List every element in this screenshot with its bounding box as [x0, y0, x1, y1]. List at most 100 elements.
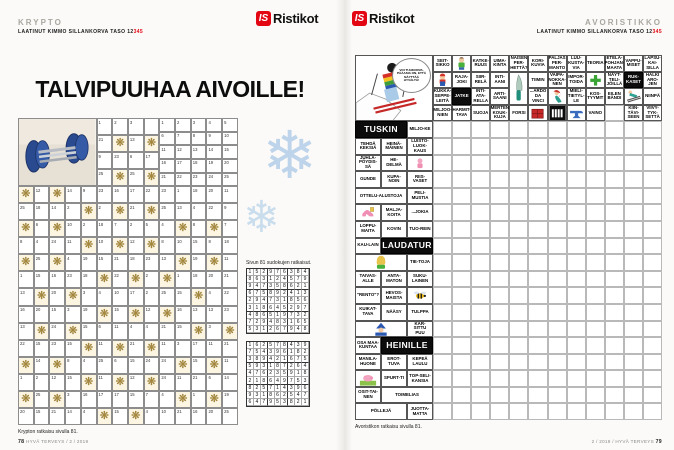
krypto-key-cell: 14 — [206, 145, 223, 159]
left-footer-text: HYVÄ TERVEYS / 2 / 2019 — [24, 439, 89, 444]
crossword-answer-cell — [566, 353, 586, 371]
skier-downhill-icon: VOI TUHKORVA, PÄÄASIA ON, ETTÄ NÄYTTÄÄ H… — [355, 55, 433, 122]
sudoku-cell: 3 — [274, 370, 282, 378]
gold-snowflake-icon: ❋ — [21, 222, 31, 235]
crossword-answer-cell — [490, 337, 510, 354]
gold-snowflake-icon: ❋ — [21, 358, 31, 371]
crossword-clue-cell: TULPPA — [407, 303, 433, 321]
gold-snowflake-icon: ❋ — [131, 273, 141, 286]
krypto-cell-number: 10 — [114, 289, 119, 295]
krypto-ornament-cell: ❋ — [112, 203, 128, 221]
krypto-cell-number: 12 — [177, 146, 182, 152]
crossword-answer-cell — [547, 403, 567, 421]
krypto-key-cell: 5 — [222, 118, 238, 132]
anvil-icon — [566, 104, 586, 122]
krypto-cell-number: 1 — [192, 392, 196, 398]
krypto-cell: 25 — [33, 390, 50, 408]
krypto-cell-number: 21 — [224, 272, 229, 278]
krypto-cell-number: 8 — [192, 133, 196, 139]
krypto-cell-number: 2 — [177, 119, 180, 125]
krypto-key-cell: 11 — [159, 145, 176, 159]
sudoku-cell: 9 — [281, 311, 289, 319]
krypto-cell: 5 — [143, 220, 160, 238]
gold-snowflake-icon: ❋ — [21, 256, 31, 269]
gold-snowflake-icon: ❋ — [146, 239, 157, 252]
sudoku-cell: 2 — [281, 391, 289, 399]
krypto-ornament-cell: ❋ — [80, 373, 97, 391]
crossword-clue-cell: HE-DELMÄ — [381, 154, 407, 172]
sudoku-cell: 2 — [260, 342, 268, 350]
right-byline: LAATINUT KIMMO SILLANKORVA TASO 12345 — [402, 29, 662, 35]
krypto-cell-number: 20 — [20, 409, 25, 415]
krypto-cell: 16 — [49, 271, 66, 289]
crossword-black-cell: LAUDATUR — [381, 237, 433, 255]
sudoku-cell: 9 — [288, 325, 296, 333]
krypto-cell-number: 4 — [129, 324, 133, 330]
sudoku-cell: 2 — [274, 276, 282, 284]
crossword-answer-cell — [547, 254, 567, 271]
krypto-cell-number: 13 — [192, 307, 198, 313]
krypto-cell: 23 — [96, 186, 113, 204]
crossword-answer-cell — [471, 204, 491, 221]
krypto-cell-number: 21 — [114, 255, 119, 261]
krypto-cell: 2 — [127, 220, 144, 238]
dumbbell-photo — [18, 118, 97, 187]
crossword-answer-cell — [643, 337, 663, 354]
krypto-cell: 14 — [222, 373, 238, 391]
krypto-cell: 23 — [49, 339, 66, 357]
krypto-ornament-cell: ❋ — [143, 373, 160, 391]
sudoku-cell: 2 — [274, 356, 282, 364]
krypto-cell: 15 — [175, 288, 191, 306]
crossword-answer-cell — [623, 403, 644, 421]
crossword-clue-cell: KOVIN — [381, 220, 407, 238]
krypto-cell-number: 25 — [224, 409, 229, 415]
krypto-ornament-cell: ❋ — [18, 220, 34, 238]
krypto-cell-number: 2 — [35, 375, 39, 381]
crossword-answer-cell — [604, 303, 624, 321]
krypto-cell-number: 20 — [35, 307, 41, 313]
snowflake-icon: ❄ — [262, 118, 318, 192]
crossword-answer-cell — [643, 303, 663, 321]
krypto-cell-number: 23 — [51, 341, 57, 347]
crossword-solution-note: Avoristikon ratkaisu sivulla 81. — [355, 424, 422, 430]
krypto-key-cell: 19 — [206, 158, 223, 173]
krypto-key-cell: 12 — [175, 145, 191, 159]
sudoku-cell: 2 — [295, 398, 303, 406]
sudoku-cell: 9 — [253, 363, 261, 371]
crossword-answer-cell — [643, 220, 663, 238]
crossword-clue-cell: TEHDÄ KEKSIÄ — [355, 137, 381, 155]
gold-snowflake-icon: ❋ — [115, 239, 125, 252]
krypto-cell-number: 13 — [20, 324, 25, 330]
krypto-cell-number: 4 — [208, 289, 211, 295]
krypto-cell-number: 2 — [145, 272, 148, 278]
crossword-answer-cell — [452, 337, 472, 354]
krypto-cell-number: 15 — [114, 409, 119, 415]
sudoku-cell: 8 — [295, 269, 303, 277]
crossword-answer-cell — [490, 137, 510, 155]
krypto-key-cell: 10 — [222, 131, 238, 146]
gold-snowflake-icon: ❋ — [225, 324, 235, 337]
krypto-ornament-cell: ❋ — [33, 322, 50, 340]
crossword-answer-cell — [509, 204, 529, 221]
krypto-key-cell: 2 — [175, 118, 191, 132]
krypto-ornament-cell: ❋ — [143, 135, 160, 153]
crossword-clue-cell: KORI-KUVIA — [528, 55, 548, 72]
krypto-cell-number: 7 — [177, 133, 180, 139]
sudoku-cell: 2 — [267, 370, 275, 378]
krypto-cell: 12 — [127, 237, 144, 255]
krypto-cell-number: 17 — [114, 392, 119, 398]
sudoku-cell: 4 — [253, 283, 261, 291]
sudoku-cell: 5 — [260, 290, 268, 298]
crossword-answer-cell — [452, 287, 472, 304]
krypto-cell-number: 10 — [177, 238, 182, 244]
krypto-cell: 15 — [112, 305, 128, 323]
krypto-cell: 15 — [33, 339, 50, 357]
krypto-cell: 15 — [127, 356, 144, 374]
krypto-cell: 13 — [159, 254, 176, 272]
krypto-cell-number: 16 — [114, 187, 119, 193]
krypto-cell-number: 17 — [98, 392, 104, 398]
krypto-key-cell: 9 — [206, 131, 223, 146]
krypto-cell-number: 18 — [192, 272, 198, 278]
krypto-cell-number: 23 — [192, 174, 198, 180]
sudoku-cell: 9 — [274, 290, 282, 298]
